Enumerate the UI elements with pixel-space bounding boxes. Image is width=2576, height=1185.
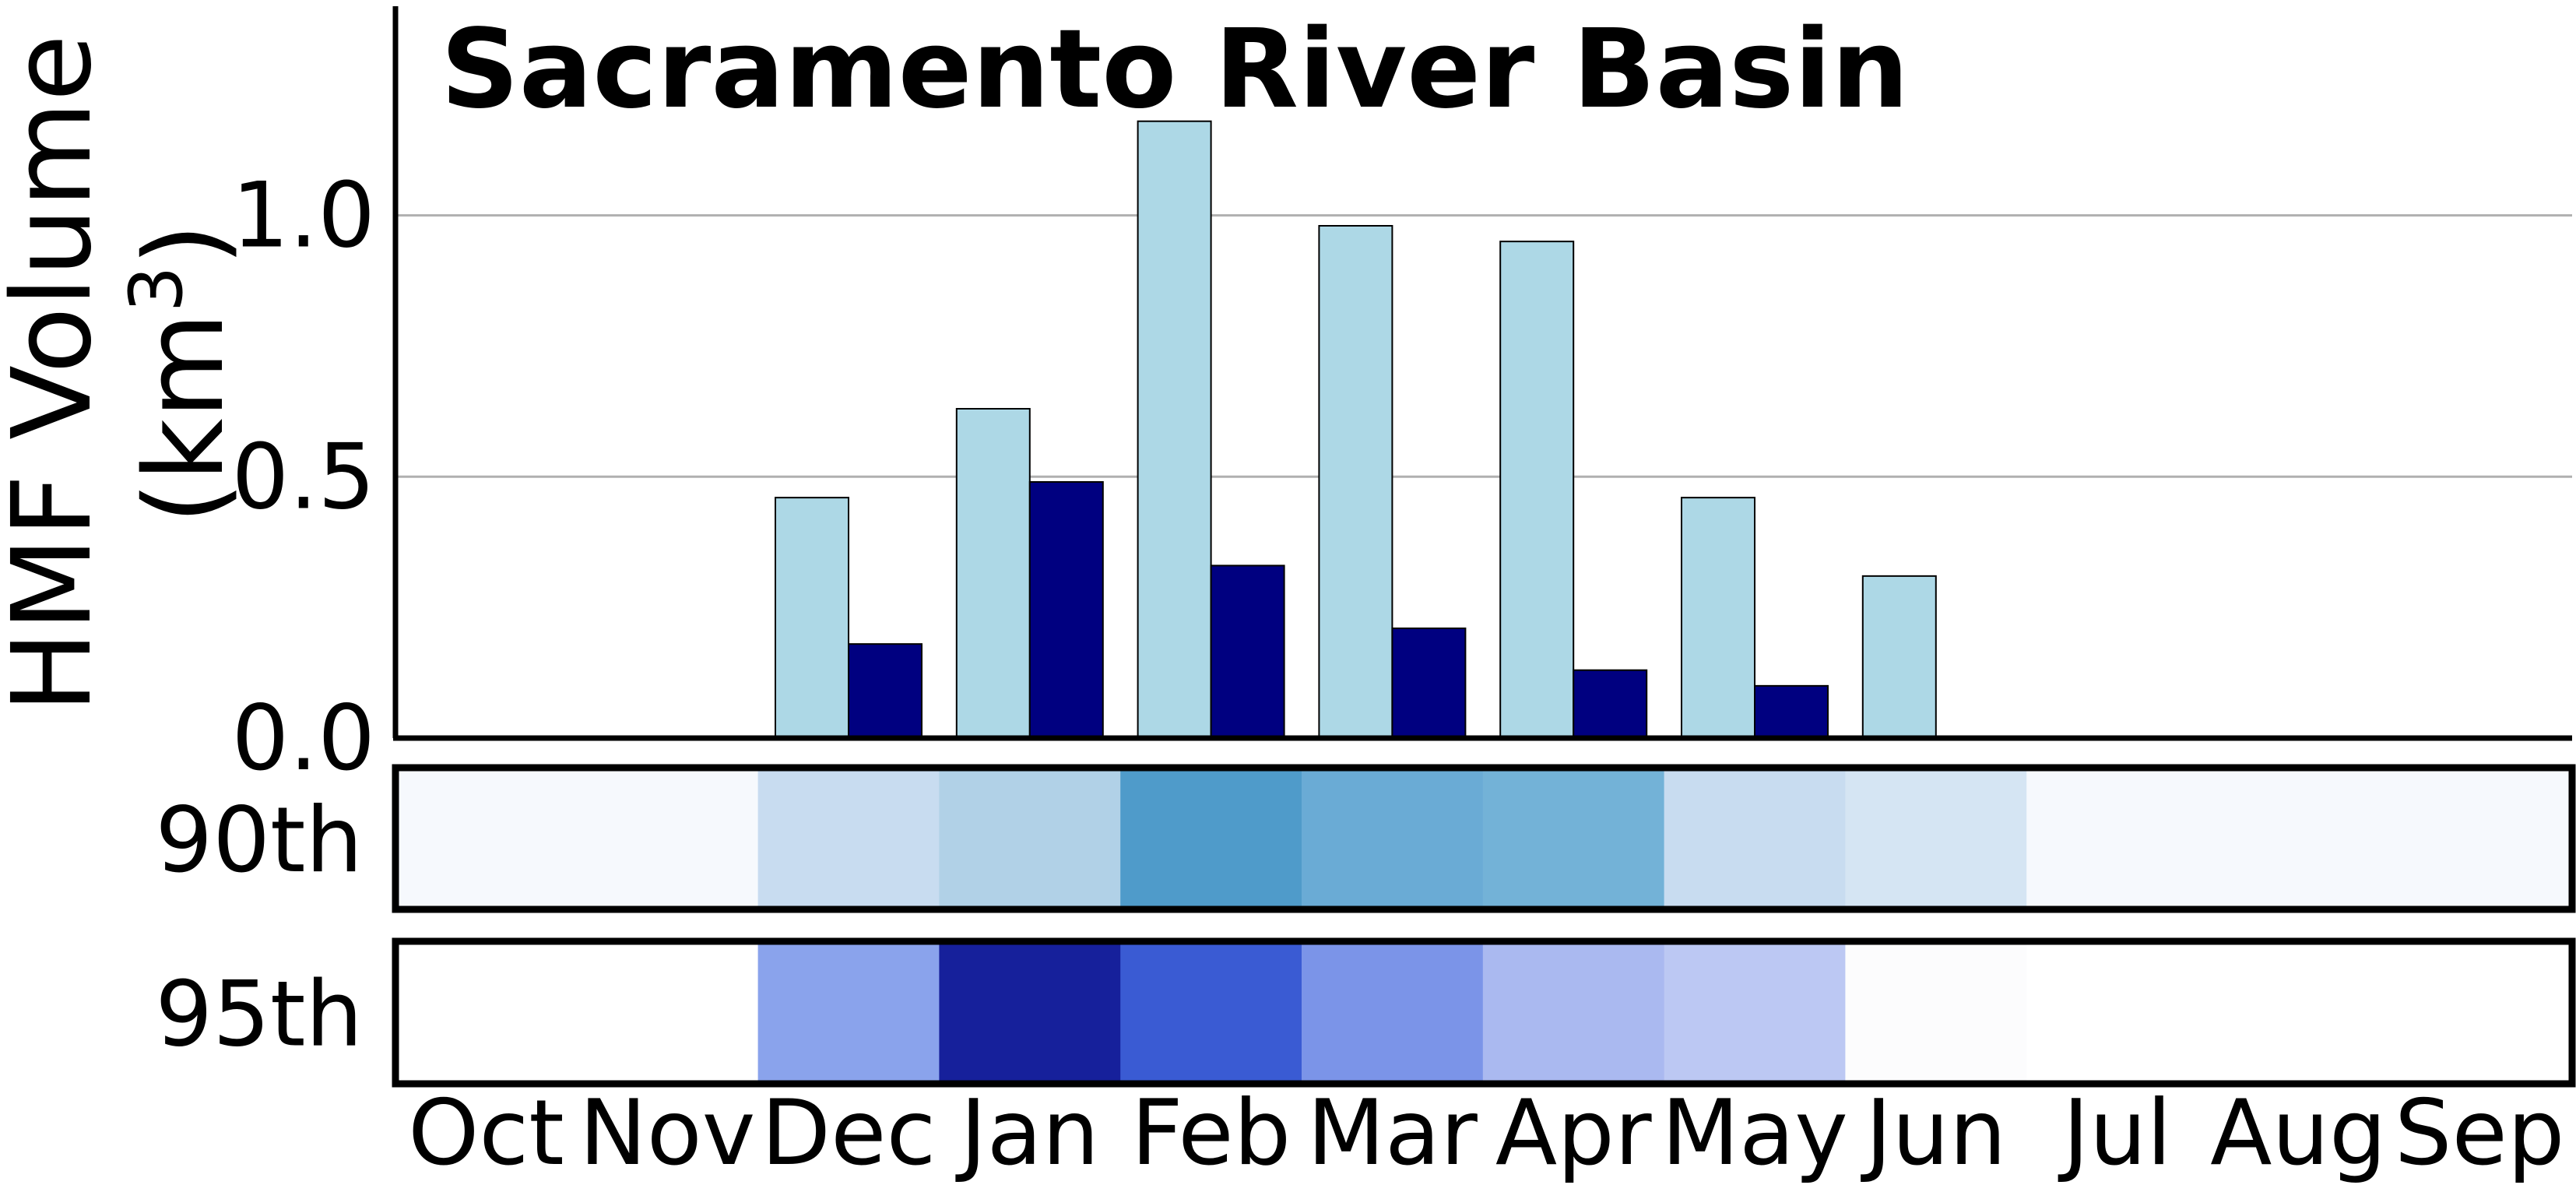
heatmap-cell-90th-jul xyxy=(2026,768,2209,909)
y-axis-label-units-suffix: ) xyxy=(121,223,248,266)
bar-apr-series-1 xyxy=(1499,241,1575,739)
heatmap-cell-90th-feb xyxy=(1120,768,1302,909)
heatmap-cell-90th-may xyxy=(1664,768,1847,909)
heatmap-cell-90th-nov xyxy=(576,768,759,909)
month-label-jan: Jan xyxy=(955,1081,1099,1185)
heatmap-cell-90th-sep xyxy=(2388,768,2571,909)
heatmap-cell-95th-mar xyxy=(1302,941,1484,1084)
heatmap-cell-95th-feb xyxy=(1120,941,1302,1084)
heatmap-cell-90th-apr xyxy=(1482,768,1665,909)
heatmap-cell-95th-oct xyxy=(395,941,578,1084)
bar-may-series-1 xyxy=(1681,497,1755,740)
heatmap-cell-95th-aug xyxy=(2208,941,2390,1084)
month-label-apr: Apr xyxy=(1495,1081,1652,1185)
month-label-jun: Jun xyxy=(1861,1081,2006,1185)
month-label-aug: Aug xyxy=(2210,1081,2387,1185)
grid-lines xyxy=(395,214,2572,478)
percentile-heatmaps xyxy=(392,764,2576,1088)
bar-dec-series-2 xyxy=(848,643,923,740)
heatmap-cell-90th-mar xyxy=(1302,768,1484,909)
y-tick-label: 0.5 xyxy=(232,424,375,529)
chart-title: Sacramento River Basin xyxy=(441,6,1909,133)
bars xyxy=(775,120,1937,740)
month-label-may: May xyxy=(1661,1081,1848,1185)
heatmap-cell-95th-dec xyxy=(757,941,940,1084)
bar-jan-series-1 xyxy=(955,408,1031,739)
month-label-oct: Oct xyxy=(408,1081,564,1185)
bar-feb-series-1 xyxy=(1137,120,1212,739)
heatmap-cell-90th-jun xyxy=(1845,768,2028,909)
bar-may-series-2 xyxy=(1754,684,1829,739)
bar-feb-series-2 xyxy=(1210,564,1285,740)
heatmap-cell-95th-jul xyxy=(2026,941,2209,1084)
heatmap-cell-90th-jan xyxy=(939,768,1122,909)
heatmap-cell-95th-sep xyxy=(2388,941,2571,1084)
heatmap-panel-border-90th xyxy=(392,764,2576,913)
y-axis-label-units: (km3) xyxy=(114,223,248,525)
month-label-mar: Mar xyxy=(1307,1081,1478,1185)
bar-mar-series-2 xyxy=(1391,628,1467,739)
heatmap-cell-90th-oct xyxy=(395,768,578,909)
month-label-nov: Nov xyxy=(579,1081,755,1185)
month-label-jul: Jul xyxy=(2058,1081,2172,1185)
month-label-dec: Dec xyxy=(761,1081,936,1185)
y-tick-label: 0.0 xyxy=(232,686,375,791)
heatmap-cell-95th-may xyxy=(1664,941,1847,1084)
heatmap-panel-border-95th xyxy=(392,937,2576,1088)
heatmap-cell-95th-nov xyxy=(576,941,759,1084)
heatmap-cell-90th-dec xyxy=(757,768,940,909)
heatmap-cell-95th-jun xyxy=(1845,941,2028,1084)
month-label-sep: Sep xyxy=(2395,1081,2565,1185)
y-axis-label-units-prefix: (km xyxy=(121,312,248,524)
bar-apr-series-2 xyxy=(1573,669,1648,740)
heatmap-cell-95th-apr xyxy=(1482,941,1665,1084)
heatmap-row-label: 90th xyxy=(155,788,363,893)
y-tick-labels: 0.0 0.5 1.0 xyxy=(232,164,375,791)
axes xyxy=(392,6,2572,741)
month-labels: Oct Nov Dec Jan Feb Mar Apr May Jun Jul Aug Sep xyxy=(408,1081,2564,1185)
heatmap-row-label: 95th xyxy=(155,962,363,1067)
y-tick-label: 1.0 xyxy=(232,164,375,269)
heatmap-cell-90th-aug xyxy=(2208,768,2390,909)
y-axis-label-superscript: 3 xyxy=(114,265,199,312)
bar-jun-series-1 xyxy=(1861,575,1937,739)
percentile-labels: 90th 95th xyxy=(155,788,363,1067)
bar-mar-series-1 xyxy=(1318,225,1393,739)
month-label-feb: Feb xyxy=(1131,1081,1291,1185)
y-axis-label: HMF Volume xyxy=(0,34,116,713)
bar-dec-series-1 xyxy=(775,497,849,740)
bar-jan-series-2 xyxy=(1028,481,1104,739)
heatmap-cell-95th-jan xyxy=(939,941,1122,1084)
